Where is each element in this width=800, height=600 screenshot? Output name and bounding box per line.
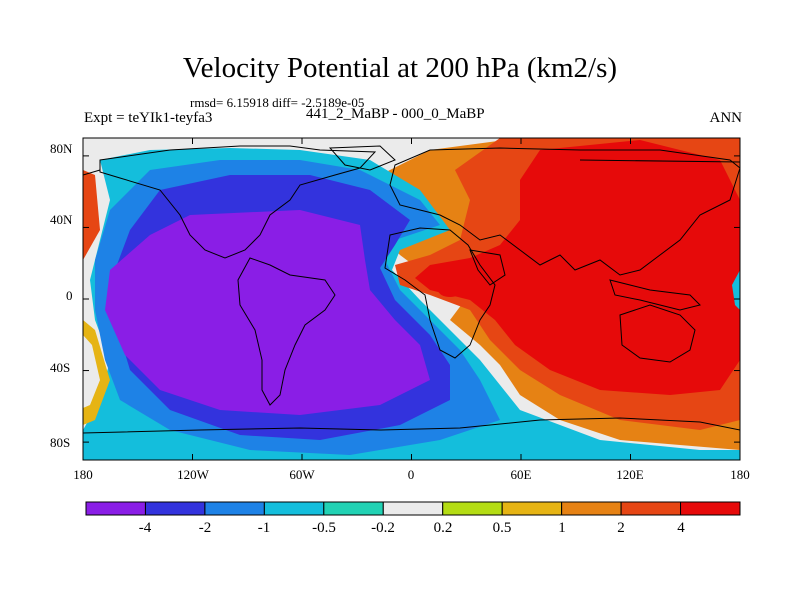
lat-label-80s: 80S <box>50 435 71 450</box>
colorbar-swatch <box>263 501 325 516</box>
eurasia-outline <box>389 147 740 276</box>
season-label: ANN <box>709 110 743 126</box>
colorbar-label: -0.5 <box>312 520 336 536</box>
south-america-outline <box>237 257 336 406</box>
experiment-label: Expt = teYIk1-teyfa3 <box>84 110 213 126</box>
lon-label-180w: 180 <box>73 467 93 482</box>
southeast-asia-outline <box>609 279 701 311</box>
colorbar-label: -0.2 <box>371 520 395 536</box>
lon-label-120w: 120W <box>177 467 209 482</box>
stats-text: rmsd= 6.15918 diff= -2.5189e-05 <box>190 95 365 110</box>
colorbar-swatch <box>680 501 741 516</box>
lon-label-120e: 120E <box>616 467 644 482</box>
colorbar-swatch <box>323 501 384 516</box>
lon-label-0: 0 <box>407 467 415 482</box>
axis-ticks <box>82 138 741 460</box>
contour-field <box>83 138 740 460</box>
australia-outline <box>619 304 696 363</box>
lon-label-60w: 60W <box>289 467 315 482</box>
colorbar-label: 0.5 <box>492 520 512 536</box>
lon-label-60e: 60E <box>510 467 532 482</box>
lat-label-40n: 40N <box>50 212 73 227</box>
continent-outlines <box>83 145 740 434</box>
colorbar <box>85 501 741 516</box>
africa-outline <box>384 227 496 359</box>
lat-label-0: 0 <box>66 288 73 303</box>
colorbar-label: -1 <box>257 520 271 536</box>
lon-label-180e: 180 <box>730 467 750 482</box>
antarctica-outline <box>83 417 740 434</box>
greenland-outline <box>328 145 396 171</box>
comparison-label: 441_2_MaBP - 000_0_MaBP <box>306 106 485 122</box>
north-america-outline <box>99 145 377 259</box>
map-title: Velocity Potential at 200 hPa (km2/s) <box>182 52 618 84</box>
colorbar-swatch <box>204 501 265 516</box>
colorbar-label: -4 <box>138 520 152 536</box>
colorbar-swatch <box>501 501 563 516</box>
colorbar-label: -2 <box>198 520 212 536</box>
colorbar-swatch <box>144 501 206 516</box>
colorbar-label: 0.2 <box>433 520 453 536</box>
colorbar-label: 4 <box>677 520 685 536</box>
colorbar-label: 1 <box>558 520 566 536</box>
lat-label-80n: 80N <box>50 141 73 156</box>
arabia-outline <box>469 249 506 286</box>
lat-label-40s: 40S <box>50 360 71 375</box>
colorbar-swatch <box>620 501 682 516</box>
colorbar-swatch <box>382 501 444 516</box>
arctic-coast-outline <box>83 159 740 176</box>
colorbar-swatch <box>561 501 622 516</box>
colorbar-swatch <box>442 501 503 516</box>
colorbar-swatch <box>85 501 146 516</box>
colorbar-label: 2 <box>617 520 625 536</box>
